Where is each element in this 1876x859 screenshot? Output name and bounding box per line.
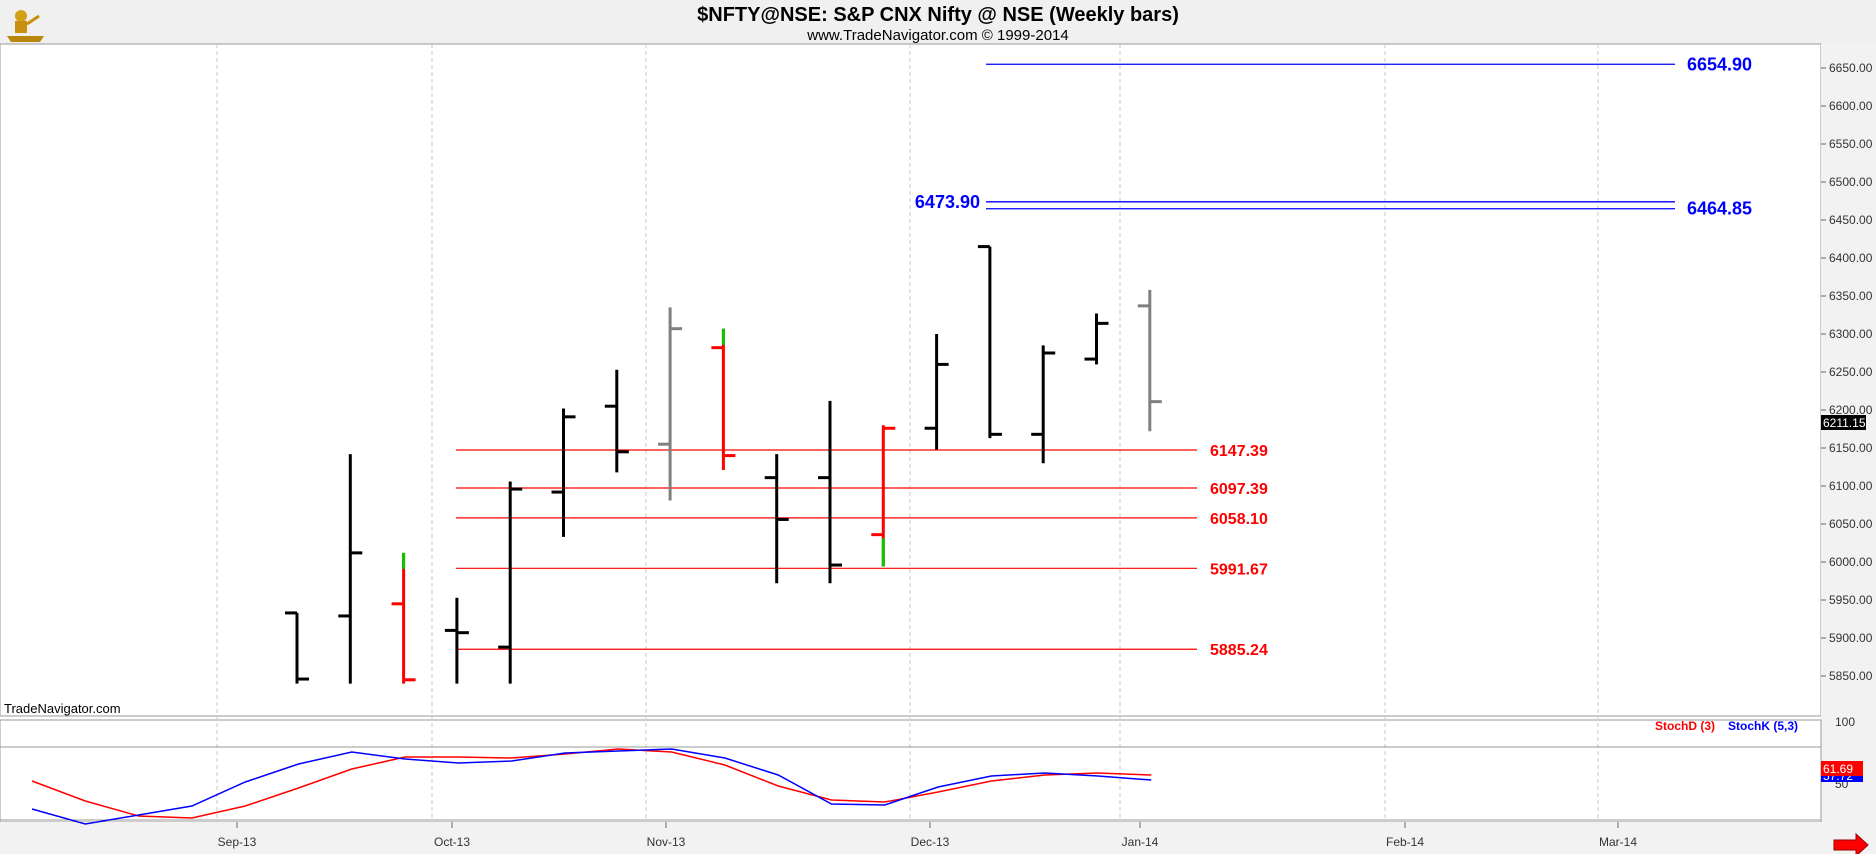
stochd-value-badge xyxy=(1821,761,1863,776)
ohlc-bar xyxy=(338,454,363,684)
date-tick-label: Sep-13 xyxy=(218,835,257,849)
chart-title: $NFTY@NSE: S&P CNX Nifty @ NSE (Weekly b… xyxy=(697,4,1179,26)
stoch-tick-label: 100 xyxy=(1835,715,1855,729)
chart-subtitle: www.TradeNavigator.com © 1999-2014 xyxy=(806,27,1068,44)
ohlc-bar xyxy=(1084,313,1109,365)
legend-stochd: StochD (3) xyxy=(1655,719,1715,733)
ohlc-bar xyxy=(498,481,523,684)
price-tick-label: 6350.00 xyxy=(1829,289,1873,303)
price-axis-panel xyxy=(1821,44,1876,854)
resistance-level-label: 6473.90 xyxy=(915,192,980,212)
price-bars xyxy=(285,245,1162,684)
price-tick-label: 6150.00 xyxy=(1829,441,1873,455)
level-layer: 6654.90 6473.90 6464.85 6147.39 6097.39 6058.… xyxy=(456,54,1752,659)
date-tick-label: Oct-13 xyxy=(434,835,470,849)
price-tick-label: 6450.00 xyxy=(1829,213,1873,227)
axis-layer: Sep-13 Oct-13 Nov-13 Dec-13 Jan-14 Feb-14 Mar-… xyxy=(218,61,1873,849)
ohlc-bar xyxy=(1137,289,1162,432)
date-tick-label: Mar-14 xyxy=(1599,835,1637,849)
date-tick-label: Feb-14 xyxy=(1386,835,1424,849)
last-price-text: 6211.15 xyxy=(1823,416,1866,430)
title-bar xyxy=(0,0,1876,44)
stochk-line xyxy=(31,748,1152,825)
support-level-label: 6147.39 xyxy=(1210,443,1268,460)
price-tick-label: 5900.00 xyxy=(1829,631,1873,645)
support-level-label: 5885.24 xyxy=(1210,642,1268,659)
resistance-level-label: 6464.85 xyxy=(1687,199,1752,219)
legend-stochk: StochK (5,3) xyxy=(1728,719,1798,733)
ohlc-bar xyxy=(871,425,896,567)
support-level-label: 5991.67 xyxy=(1210,561,1268,578)
stochd-value-text: 61.69 xyxy=(1823,762,1853,776)
stochastic-lines xyxy=(0,746,1821,825)
price-tick-label: 6600.00 xyxy=(1829,99,1873,113)
price-tick-label: 5950.00 xyxy=(1829,593,1873,607)
support-level-label: 6097.39 xyxy=(1210,481,1268,498)
ohlc-bar xyxy=(444,597,469,684)
grid-layer xyxy=(216,44,1599,822)
price-tick-label: 6650.00 xyxy=(1829,61,1873,75)
scroll-right-arrow-icon[interactable] xyxy=(1833,832,1869,858)
price-tick-label: 5850.00 xyxy=(1829,669,1873,683)
gold-figure-logo-icon xyxy=(7,10,44,42)
price-tick-label: 6550.00 xyxy=(1829,137,1873,151)
stochastic-pane xyxy=(0,719,1822,823)
ohlc-bar xyxy=(604,369,629,473)
ohlc-bar xyxy=(924,334,949,450)
price-tick-label: 6100.00 xyxy=(1829,479,1873,493)
date-axis-panel xyxy=(0,822,1876,854)
ohlc-bar xyxy=(764,454,789,584)
price-tick-label: 6200.00 xyxy=(1829,403,1873,417)
support-level-label: 6058.10 xyxy=(1210,511,1268,528)
last-price-badge xyxy=(1821,415,1866,430)
ohlc-bar xyxy=(551,408,576,537)
price-tick-label: 6000.00 xyxy=(1829,555,1873,569)
ohlc-bar xyxy=(818,400,842,584)
price-tick-label: 6300.00 xyxy=(1829,327,1873,341)
ohlc-bar xyxy=(391,552,416,684)
resistance-level-label: 6654.90 xyxy=(1687,54,1752,74)
ohlc-bar xyxy=(658,307,683,501)
date-tick-label: Jan-14 xyxy=(1122,835,1159,849)
price-tick-label: 6500.00 xyxy=(1829,175,1873,189)
ohlc-bar xyxy=(285,611,309,684)
watermark-text: TradeNavigator.com xyxy=(4,701,121,716)
date-tick-label: Nov-13 xyxy=(647,835,686,849)
date-tick-label: Dec-13 xyxy=(911,835,950,849)
ohlc-bar xyxy=(1031,345,1056,464)
price-tick-label: 6250.00 xyxy=(1829,365,1873,379)
price-tick-label: 6400.00 xyxy=(1829,251,1873,265)
price-tick-label: 6050.00 xyxy=(1829,517,1873,531)
ohlc-bar xyxy=(977,245,1002,439)
ohlc-bar xyxy=(711,328,736,471)
